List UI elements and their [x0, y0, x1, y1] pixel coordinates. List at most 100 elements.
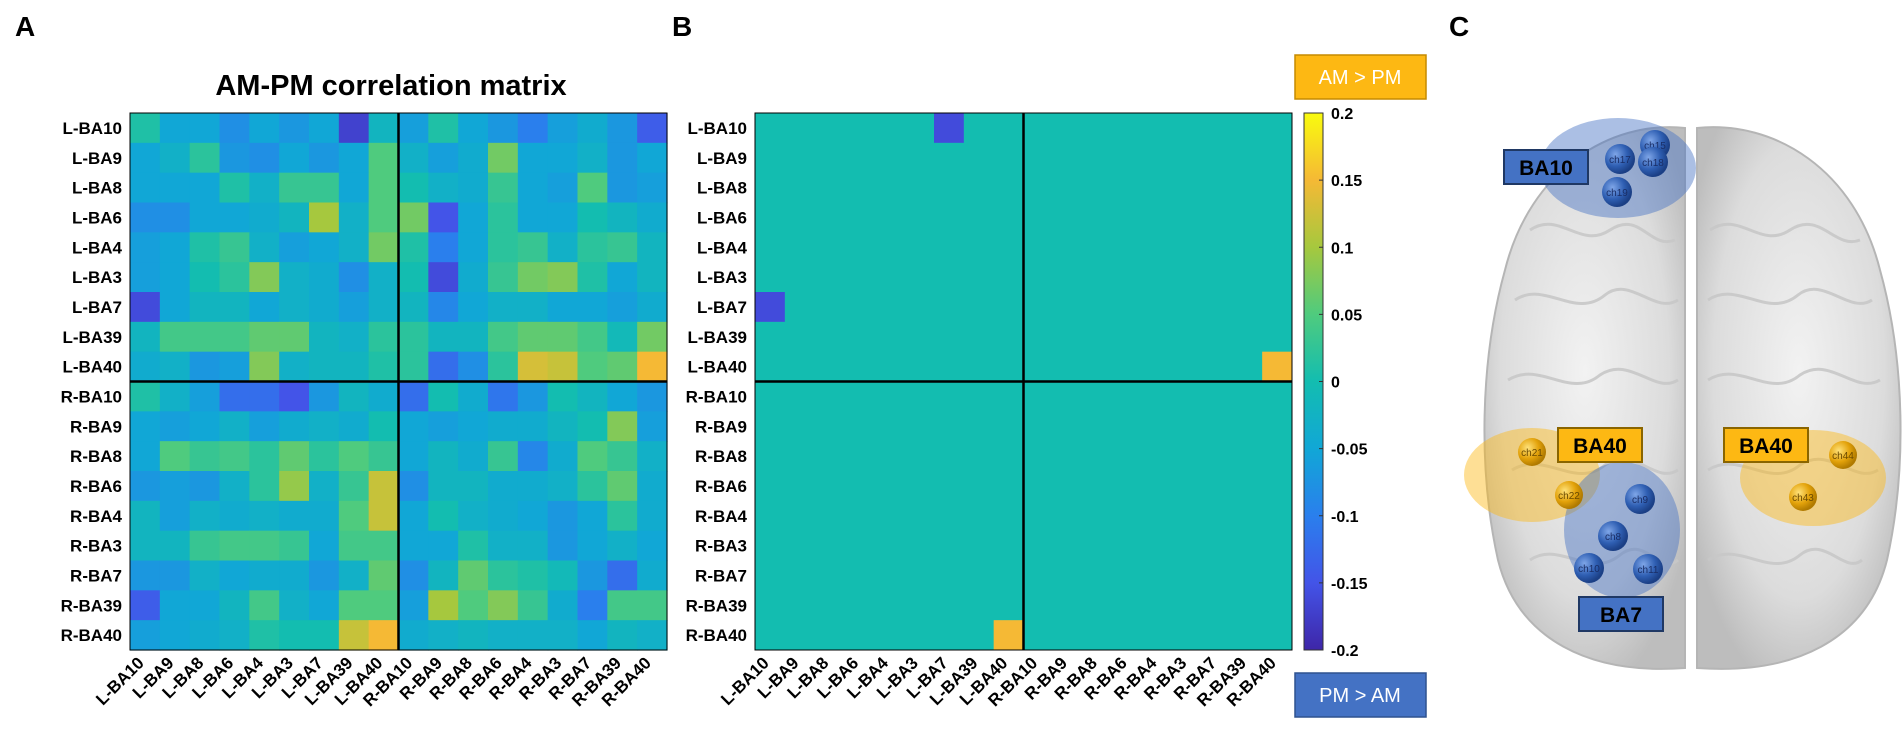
heatmap-a-cell	[458, 202, 489, 233]
heatmap-b-y-label: R-BA39	[686, 596, 747, 615]
heatmap-a-cell	[488, 590, 519, 621]
heatmap-a-cell	[130, 232, 161, 263]
heatmap-a-cell	[547, 292, 579, 323]
heatmap-a-cell	[577, 500, 608, 532]
channel-ch19-label: ch19	[1606, 188, 1628, 199]
heatmap-a-cell	[368, 113, 400, 144]
heatmap-a-cell	[607, 351, 638, 383]
heatmap-a-cell	[219, 620, 250, 651]
channel-ch21: ch21	[1518, 438, 1546, 466]
heatmap-a-cell	[338, 560, 370, 591]
heatmap-a-cell	[249, 530, 280, 562]
heatmap-a-cell	[547, 142, 579, 174]
heatmap-a-cell	[577, 471, 608, 502]
colorbar-tick-label: 0.15	[1331, 173, 1362, 190]
colorbar-tick-label: 0	[1331, 375, 1340, 392]
heatmap-b-y-label: R-BA8	[695, 447, 747, 466]
heatmap-a-y-label: L-BA9	[72, 149, 122, 168]
heatmap-a-cell	[279, 530, 310, 562]
heatmap-a-cell	[249, 471, 280, 502]
heatmap-a-cell	[219, 262, 250, 293]
heatmap-a-cell	[159, 202, 191, 233]
heatmap-a-cell	[488, 232, 519, 263]
heatmap-b-y-label: R-BA3	[695, 537, 747, 556]
heatmap-a-cell	[219, 113, 250, 144]
heatmap-a-cell	[189, 232, 221, 263]
legend-pm-greater-label: PM > AM	[1319, 685, 1401, 707]
heatmap-a-cell	[517, 142, 549, 174]
heatmap-a-cell	[488, 530, 519, 562]
heatmap-a-cell	[488, 381, 519, 412]
heatmap-b-y-label: L-BA40	[687, 358, 747, 377]
heatmap-a-cell	[637, 142, 668, 174]
channel-ch22-label: ch22	[1558, 491, 1580, 502]
heatmap-a-cell	[219, 500, 250, 532]
heatmap-a-cell	[488, 113, 519, 144]
heatmap-a-cell	[249, 262, 280, 293]
heatmap-a-cell	[279, 202, 310, 233]
heatmap-a-cell	[428, 471, 459, 502]
heatmap-a-cell	[279, 142, 310, 174]
heatmap-a-cell	[309, 202, 340, 233]
channel-ch9-label: ch9	[1632, 495, 1649, 506]
heatmap-a-cell	[130, 590, 161, 621]
heatmap-a-x-labels: L-BA10L-BA9L-BA8L-BA6L-BA4L-BA3L-BA7L-BA…	[92, 653, 655, 710]
heatmap-a-cell	[607, 620, 638, 651]
heatmap-a-cell	[577, 411, 608, 442]
heatmap-a-cell	[159, 381, 191, 412]
heatmap-a-cell	[249, 560, 280, 591]
heatmap-a-cell	[547, 590, 579, 621]
heatmap-b-cell	[934, 113, 964, 143]
heatmap-a-cell	[517, 471, 549, 502]
heatmap-a-cell	[577, 620, 608, 651]
heatmap-a-cell	[309, 172, 340, 204]
heatmap-b-y-label: R-BA40	[686, 626, 747, 645]
heatmap-a-cell	[488, 262, 519, 293]
heatmap-a-cell	[189, 113, 221, 144]
heatmap-a-cell	[338, 471, 370, 502]
heatmap-a-cell	[428, 620, 459, 651]
heatmap-a-cell	[309, 262, 340, 293]
heatmap-a-cell	[428, 232, 459, 263]
heatmap-a-cell	[249, 292, 280, 323]
heatmap-a-cell	[368, 441, 400, 472]
heatmap-a-cell	[547, 411, 579, 442]
heatmap-a-cell	[309, 620, 340, 651]
channel-ch43: ch43	[1789, 483, 1817, 511]
heatmap-a-cell	[607, 530, 638, 562]
heatmap-a-cell	[249, 411, 280, 442]
heatmap-a-cell	[428, 500, 459, 532]
ba40-right-label-box	[1723, 427, 1809, 463]
heatmap-a-cell	[428, 560, 459, 591]
panel-label-c: C	[1449, 11, 1469, 42]
heatmap-a-cell	[458, 620, 489, 651]
heatmap-a-cell	[637, 113, 668, 144]
heatmap-a-cell	[368, 590, 400, 621]
heatmap-a-cell	[428, 113, 459, 144]
heatmap-a-cell	[219, 590, 250, 621]
channel-ch18-label: ch18	[1642, 158, 1664, 169]
heatmap-a-cell	[159, 590, 191, 621]
channel-ch15-label: ch15	[1644, 141, 1666, 152]
heatmap-a-cell	[368, 381, 400, 412]
heatmap-a-cell	[368, 351, 400, 383]
heatmap-a-cell	[458, 292, 489, 323]
heatmap-b-y-labels: L-BA10 L-BA9 L-BA8 L-BA6 L-BA4 L-BA3 L-BA7 L-BA…	[686, 119, 748, 645]
heatmap-a-cell	[517, 232, 549, 263]
heatmap-a-cell	[577, 530, 608, 562]
heatmap-a-cell	[159, 142, 191, 174]
heatmap-a-cell	[279, 113, 310, 144]
brain-gyri	[1507, 222, 1881, 566]
heatmap-a-cell	[159, 232, 191, 263]
heatmap-a-cell	[338, 351, 370, 383]
heatmap-a-cell	[368, 411, 400, 442]
heatmap-a-cell	[577, 560, 608, 591]
heatmap-a-y-label: R-BA10	[61, 387, 122, 406]
heatmap-a-cell	[338, 232, 370, 263]
colorbar-tick-label: 0.1	[1331, 240, 1353, 257]
heatmap-a-cell	[428, 262, 459, 293]
heatmap-a-cell	[547, 500, 579, 532]
heatmap-a-cell	[488, 292, 519, 323]
heatmap-a-cell	[368, 560, 400, 591]
heatmap-a-cell	[130, 411, 161, 442]
